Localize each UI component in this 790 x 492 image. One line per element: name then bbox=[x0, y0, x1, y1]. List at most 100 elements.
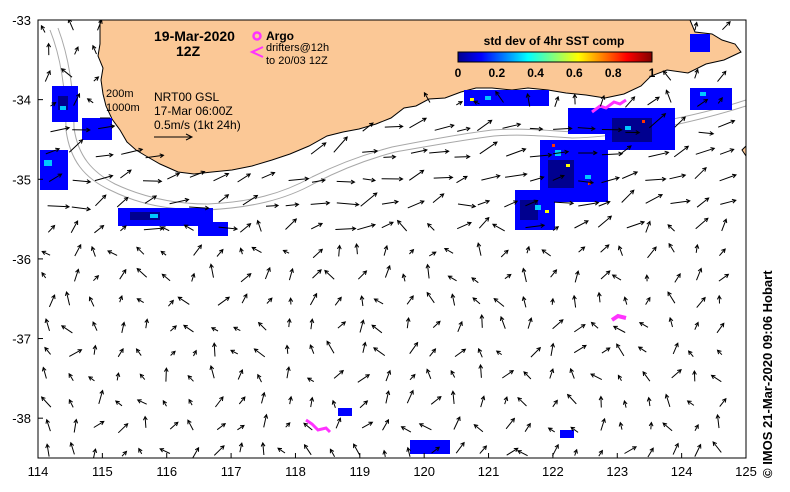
current-arrow bbox=[188, 398, 193, 406]
current-arrow bbox=[600, 270, 611, 280]
current-arrow bbox=[74, 243, 82, 257]
current-arrow bbox=[98, 389, 104, 405]
current-arrow bbox=[647, 447, 654, 458]
current-arrow bbox=[306, 377, 315, 383]
current-arrow bbox=[92, 321, 98, 331]
current-arrow bbox=[623, 296, 628, 305]
current-arrow bbox=[648, 113, 667, 129]
current-arrow bbox=[170, 325, 177, 332]
current-arrow bbox=[45, 443, 50, 457]
current-arrow bbox=[50, 102, 57, 107]
current-arrow bbox=[618, 421, 624, 430]
current-arrow bbox=[217, 296, 231, 306]
current-arrow bbox=[574, 270, 580, 283]
x-tick-label: 120 bbox=[413, 464, 435, 479]
current-arrow bbox=[572, 93, 578, 105]
current-arrow bbox=[187, 419, 194, 431]
current-arrow bbox=[717, 70, 727, 82]
current-arrow bbox=[74, 268, 80, 282]
current-arrow bbox=[553, 200, 575, 206]
current-arrow bbox=[524, 422, 531, 432]
x-tick-label: 123 bbox=[606, 464, 628, 479]
current-arrow bbox=[48, 294, 56, 308]
current-arrow bbox=[183, 324, 194, 333]
colorbar-tick-label: 0.2 bbox=[488, 66, 505, 80]
current-arrow bbox=[324, 269, 335, 280]
current-arrow bbox=[359, 319, 365, 333]
current-arrow bbox=[373, 298, 384, 305]
current-arrow bbox=[161, 273, 171, 282]
current-arrow bbox=[238, 442, 244, 453]
current-arrow bbox=[95, 194, 107, 207]
current-arrow bbox=[674, 116, 686, 128]
current-arrow bbox=[239, 223, 252, 233]
current-arrow bbox=[409, 373, 416, 381]
current-arrow bbox=[574, 220, 589, 229]
current-arrow bbox=[121, 321, 126, 334]
current-arrow bbox=[44, 346, 51, 355]
current-arrow bbox=[68, 372, 74, 381]
current-arrow bbox=[285, 422, 291, 428]
current-arrow bbox=[530, 346, 542, 358]
current-arrow bbox=[362, 148, 379, 154]
x-tick-label: 119 bbox=[349, 464, 370, 479]
current-arrow bbox=[694, 166, 707, 180]
current-arrow bbox=[409, 169, 425, 181]
current-arrow bbox=[695, 147, 716, 155]
current-arrow bbox=[686, 400, 695, 406]
current-arrow bbox=[457, 203, 477, 209]
current-arrow bbox=[719, 173, 737, 182]
current-arrow bbox=[362, 177, 377, 183]
current-arrow bbox=[213, 445, 225, 456]
current-arrow bbox=[423, 91, 431, 103]
colorbar-ticks: 0 0.2 0.4 0.6 0.8 1 bbox=[455, 66, 656, 80]
current-arrow bbox=[238, 396, 246, 405]
current-arrow bbox=[336, 202, 360, 207]
y-tick-label: -34 bbox=[12, 93, 31, 108]
current-arrow bbox=[251, 246, 262, 254]
current-arrow bbox=[309, 344, 315, 354]
current-arrow bbox=[97, 20, 103, 31]
current-arrow bbox=[117, 422, 129, 434]
current-arrow bbox=[407, 200, 425, 209]
current-arrow bbox=[521, 267, 527, 283]
current-arrow bbox=[529, 152, 553, 158]
current-arrow bbox=[382, 449, 387, 457]
current-arrow bbox=[547, 427, 555, 433]
current-arrow bbox=[696, 267, 703, 281]
current-arrow bbox=[409, 248, 415, 255]
drifters-period: to 20/03 12Z bbox=[266, 55, 328, 67]
current-arrow bbox=[93, 274, 100, 282]
current-arrow bbox=[169, 197, 190, 205]
current-arrow bbox=[382, 418, 390, 431]
current-arrow bbox=[381, 199, 400, 205]
current-arrow bbox=[160, 250, 167, 256]
current-arrow bbox=[480, 395, 486, 408]
current-arrow bbox=[329, 448, 336, 457]
current-arrow bbox=[241, 293, 248, 304]
current-arrow bbox=[383, 154, 397, 160]
current-arrow bbox=[309, 396, 315, 408]
y-tick-label: -36 bbox=[12, 252, 31, 267]
current-arrow bbox=[506, 147, 527, 157]
current-arrow bbox=[621, 189, 635, 203]
current-arrow bbox=[335, 226, 357, 232]
x-axis: 114 115 116 117 118 119 120 121 122 123 124 125 bbox=[28, 453, 757, 479]
current-arrow bbox=[144, 318, 149, 329]
current-arrow bbox=[73, 418, 79, 433]
current-arrow bbox=[476, 242, 482, 256]
current-arrow bbox=[645, 176, 667, 182]
current-arrow bbox=[717, 97, 723, 104]
current-arrow bbox=[136, 246, 145, 255]
current-arrow bbox=[277, 447, 286, 454]
current-arrow bbox=[212, 342, 217, 357]
current-arrow bbox=[177, 296, 190, 305]
current-arrow bbox=[491, 223, 505, 232]
current-arrow bbox=[670, 198, 691, 204]
current-arrow bbox=[550, 342, 555, 356]
current-arrow bbox=[722, 21, 731, 31]
current-arrow bbox=[120, 225, 127, 232]
current-arrow bbox=[357, 223, 377, 231]
current-arrow bbox=[626, 220, 646, 229]
current-arrow bbox=[674, 273, 681, 283]
